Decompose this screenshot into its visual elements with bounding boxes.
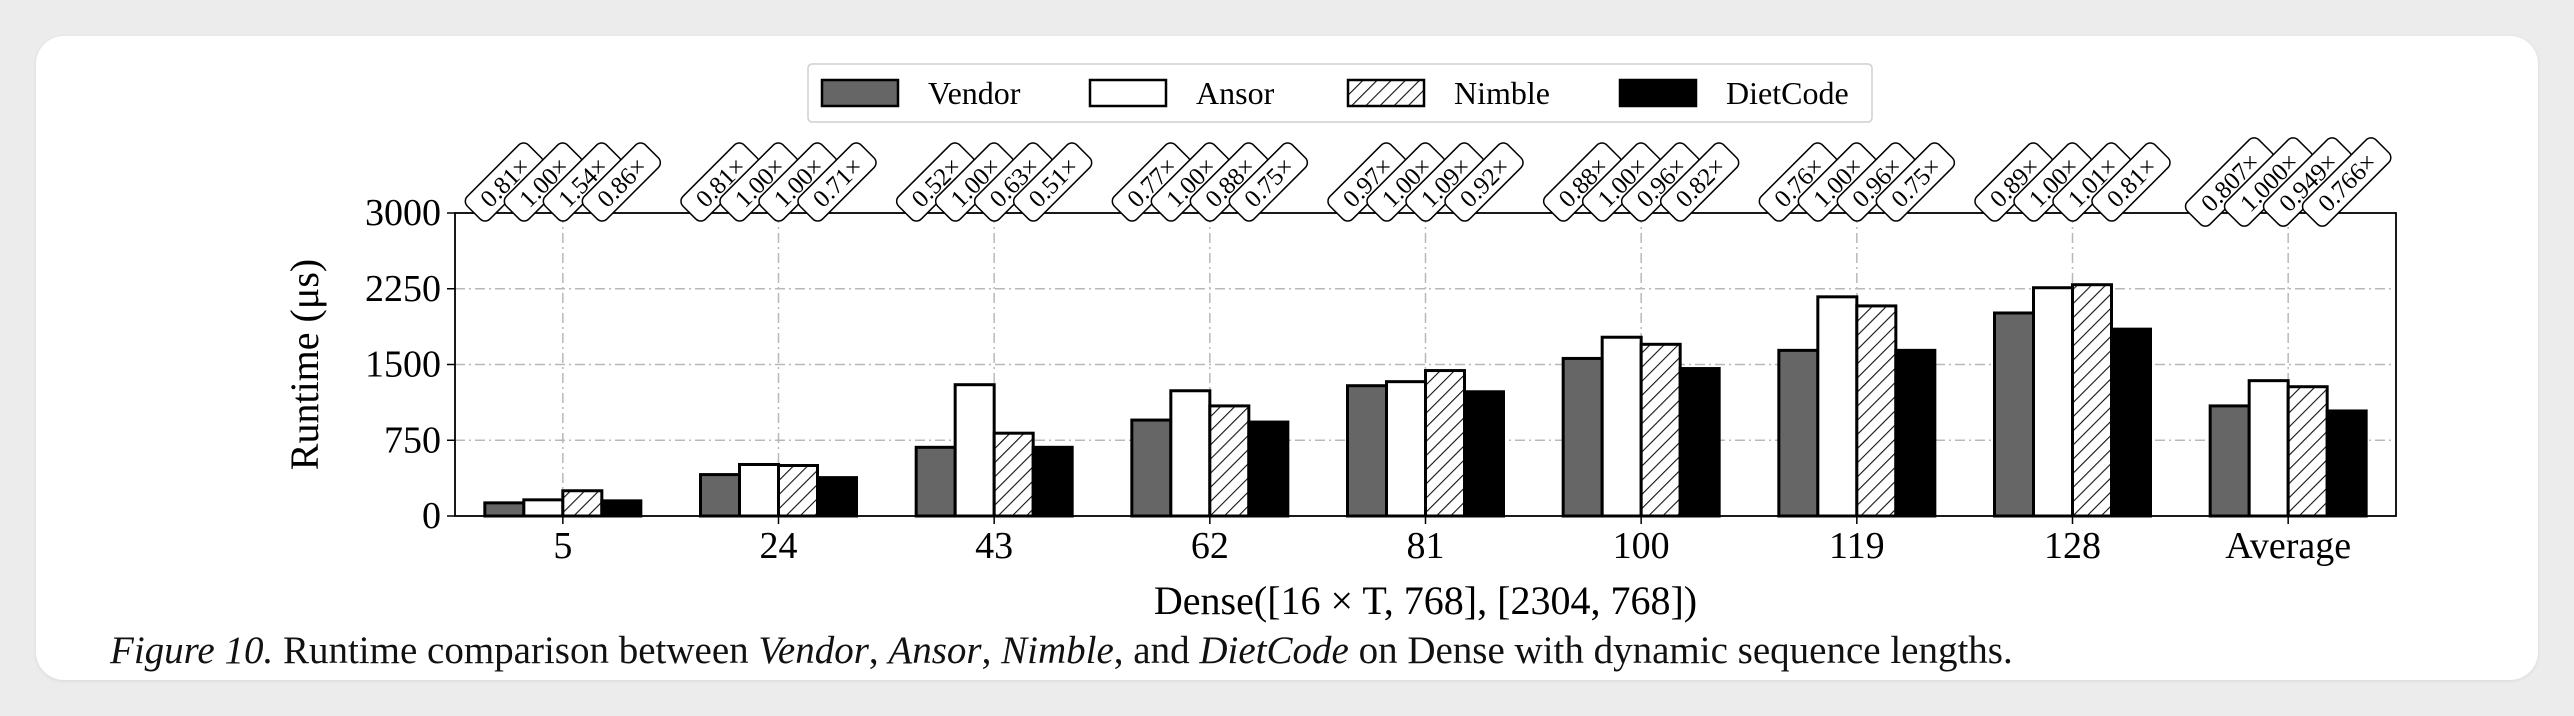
ratio-label-box	[1875, 142, 1956, 222]
caption-nimble: Nimble	[1001, 629, 1114, 672]
y-axis-title: Runtime (μs)	[282, 259, 327, 470]
bar-nimble-81	[1424, 369, 1466, 518]
ratio-labels: 0.81× 0.81× 0.52× 0.77× 0.97× 0.88× 0.76× 0.89×…	[464, 137, 2392, 227]
x-tick-label: 5	[553, 525, 572, 567]
x-tick-label: 119	[1829, 525, 1885, 567]
caption-text-1: Runtime comparison between	[273, 629, 759, 672]
ratio-label-box	[1012, 142, 1093, 222]
x-tick-label: 62	[1191, 525, 1229, 567]
x-tick-label: 100	[1613, 525, 1670, 567]
x-tick-label: Average	[2225, 525, 2351, 567]
bar-nimble-43	[992, 431, 1035, 518]
bar-vendor-81	[1346, 384, 1388, 518]
caption-comma-2: ,	[981, 629, 1002, 672]
y-tick-label: 2250	[365, 268, 441, 310]
bar-ansor-average	[2247, 379, 2290, 518]
legend-swatch-vendor	[820, 78, 900, 108]
figure-caption: Figure 10. Runtime comparison between Ve…	[110, 628, 2013, 673]
caption-text-2: on Dense with dynamic sequence lengths.	[1348, 629, 2013, 672]
legend-label-vendor: Vendor	[928, 75, 1021, 111]
caption-comma-1: ,	[868, 629, 889, 672]
ratio-label-box	[1659, 142, 1740, 222]
x-tick-label: 128	[2044, 525, 2101, 567]
bar-ansor-43	[953, 383, 996, 518]
bar-vendor-5	[483, 501, 526, 518]
bar-ansor-128	[2032, 286, 2074, 518]
ratio-label-box	[797, 142, 877, 222]
ratio-label-box	[581, 142, 662, 222]
x-tick-label: 81	[1407, 525, 1445, 567]
bar-nimble-119	[1855, 304, 1898, 518]
bar-dietcode-128	[2110, 327, 2152, 518]
legend: Vendor Ansor Nimble DietCode	[807, 63, 1873, 123]
bar-dietcode-81	[1463, 390, 1505, 518]
bar-dietcode-5	[600, 499, 643, 518]
bar-dietcode-24	[816, 476, 858, 518]
legend-box	[807, 63, 1873, 123]
caption-and: , and	[1113, 629, 1200, 672]
bar-dietcode-119	[1894, 348, 1937, 518]
bar-dietcode-average	[2325, 409, 2368, 518]
y-tick-label: 1500	[365, 344, 441, 386]
bar-ansor-5	[522, 498, 565, 518]
bar-dietcode-62	[1247, 420, 1290, 518]
grid	[455, 213, 2396, 516]
legend-swatch-ansor	[1088, 78, 1168, 108]
bar-ansor-119	[1816, 295, 1859, 518]
caption-vendor: Vendor	[758, 629, 869, 672]
y-tick-label: 3000	[365, 192, 441, 234]
ratio-label-box	[1228, 142, 1309, 222]
bar-dietcode-100	[1678, 367, 1721, 518]
ratio-label: 1.01×	[2052, 142, 2132, 222]
bar-dietcode-43	[1031, 445, 1074, 518]
bar-ansor-100	[1600, 335, 1643, 518]
caption-dietcode: DietCode	[1199, 629, 1349, 672]
bar-nimble-100	[1639, 342, 1682, 518]
y-tick-label: 750	[384, 419, 441, 461]
legend-label-ansor: Ansor	[1196, 75, 1275, 111]
x-axis-title: Dense([16 × T, 768], [2304, 768])	[1154, 578, 1697, 623]
legend-swatch-nimble	[1346, 78, 1426, 108]
x-tick-label: 24	[760, 525, 798, 567]
ratio-label: 0.71×	[797, 142, 877, 222]
ratio-label-box	[1444, 142, 1524, 222]
legend-label-nimble: Nimble	[1454, 75, 1550, 111]
ratio-label: 0.75×	[1875, 142, 1956, 222]
ratio-label: 0.97×	[1327, 142, 1407, 222]
bar-vendor-100	[1561, 356, 1604, 518]
caption-ansor: Ansor	[888, 629, 982, 672]
bar-ansor-62	[1169, 389, 1212, 518]
bar-vendor-119	[1777, 348, 1820, 518]
bar-vendor-43	[914, 445, 957, 518]
bar-vendor-average	[2208, 404, 2251, 518]
bar-ansor-81	[1385, 380, 1427, 518]
bar-ansor-24	[738, 462, 780, 518]
bar-nimble-5	[561, 489, 604, 518]
ratio-label-box	[2301, 137, 2392, 227]
bars	[483, 283, 2368, 518]
y-tick-label: 0	[422, 495, 441, 537]
bar-vendor-62	[1130, 418, 1173, 518]
bar-nimble-24	[777, 464, 819, 518]
bar-vendor-128	[1993, 311, 2035, 518]
legend-swatch-dietcode	[1618, 78, 1698, 108]
ratio-label-box	[2091, 142, 2171, 222]
caption-figure-number: Figure 10.	[110, 629, 274, 672]
bar-vendor-24	[699, 473, 741, 518]
bar-nimble-128	[2071, 283, 2113, 518]
ratio-label: 1.00×	[758, 142, 838, 222]
bar-nimble-average	[2286, 385, 2329, 518]
legend-label-dietcode: DietCode	[1726, 75, 1849, 111]
bar-nimble-62	[1208, 404, 1251, 518]
x-tick-label: 43	[975, 525, 1013, 567]
